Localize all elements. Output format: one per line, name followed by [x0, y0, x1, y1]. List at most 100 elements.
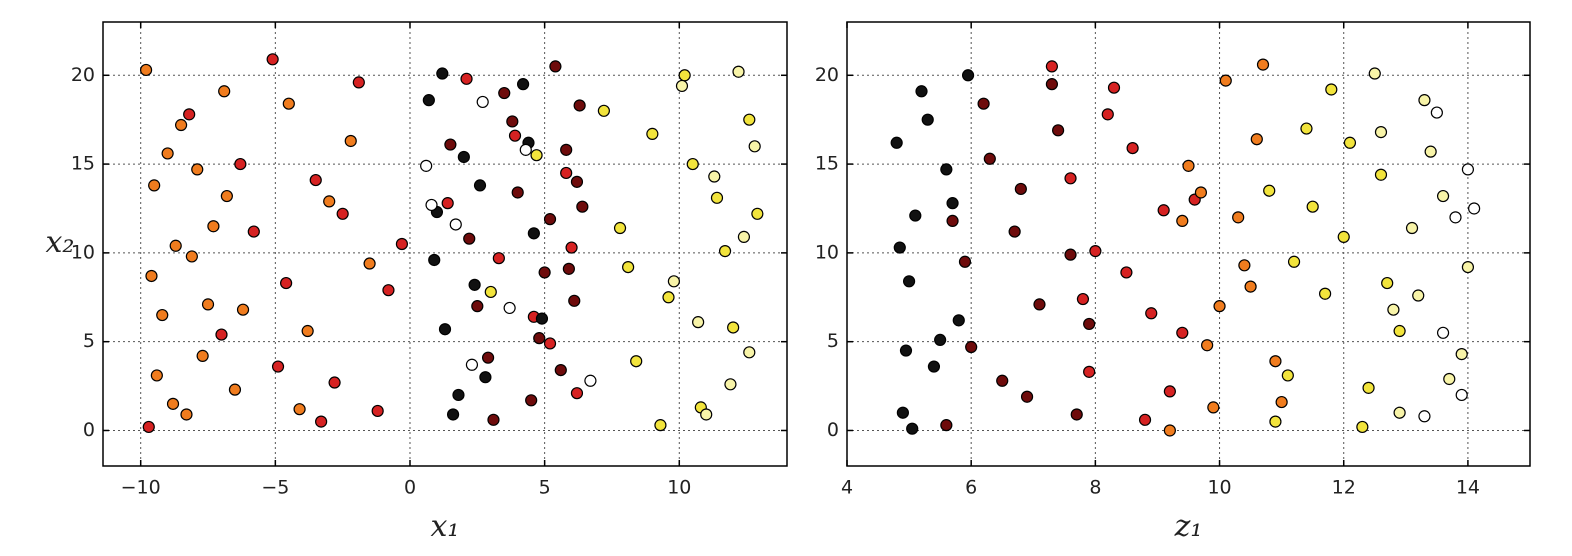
point — [236, 303, 250, 316]
point — [899, 344, 913, 357]
point — [145, 269, 158, 283]
y-tick-label: 0 — [827, 419, 839, 441]
point — [484, 285, 497, 299]
point — [516, 78, 530, 91]
point — [1163, 424, 1176, 437]
point — [724, 378, 737, 391]
x-tick-label: 8 — [1089, 477, 1101, 499]
plot-frame — [846, 21, 1531, 467]
point — [508, 129, 522, 142]
point — [1368, 67, 1381, 80]
point — [438, 323, 452, 336]
point — [921, 113, 934, 126]
point — [382, 284, 395, 297]
point — [1306, 200, 1319, 213]
point — [535, 312, 549, 325]
point — [1461, 260, 1475, 274]
point — [1405, 221, 1419, 235]
point — [554, 363, 567, 377]
point — [1269, 355, 1282, 368]
point — [1207, 401, 1220, 414]
point — [280, 276, 293, 290]
point — [506, 115, 519, 128]
point — [446, 408, 460, 421]
point — [468, 278, 481, 291]
point — [1263, 184, 1276, 197]
x-tick-label: 5 — [539, 477, 551, 499]
point — [228, 383, 242, 396]
point — [1120, 266, 1133, 279]
point — [1256, 58, 1270, 71]
point — [1356, 420, 1369, 434]
x-tick-label: 10 — [667, 477, 691, 499]
y-tick-label: 15 — [815, 153, 839, 175]
point — [958, 255, 972, 268]
point — [444, 138, 457, 151]
point — [196, 349, 209, 362]
point — [909, 209, 922, 222]
point — [560, 166, 573, 180]
point — [538, 266, 551, 279]
point — [893, 241, 906, 254]
point — [371, 404, 384, 418]
x-tick-label: 4 — [841, 477, 853, 499]
point — [180, 408, 193, 421]
point — [686, 157, 699, 171]
point — [1468, 202, 1481, 215]
point — [1070, 408, 1083, 421]
point — [1020, 390, 1034, 403]
point — [1381, 276, 1394, 290]
point — [622, 260, 635, 274]
plot-frame — [102, 21, 788, 467]
point — [1045, 78, 1059, 91]
y-tick-label: 10 — [71, 241, 95, 263]
point — [218, 85, 231, 98]
point — [1107, 81, 1121, 94]
point — [946, 214, 959, 228]
point — [207, 220, 220, 233]
point — [692, 316, 705, 329]
point — [1387, 303, 1400, 316]
point — [543, 337, 557, 350]
point — [148, 179, 161, 192]
y-tick-label: 5 — [83, 330, 95, 352]
x-axis-label: x₁ — [431, 509, 460, 544]
point — [1232, 211, 1245, 224]
point — [1083, 317, 1096, 331]
point — [1008, 225, 1021, 238]
point — [1138, 413, 1152, 426]
point — [441, 197, 454, 210]
point — [543, 213, 557, 226]
point — [940, 419, 953, 432]
point — [1194, 186, 1208, 199]
point — [1430, 106, 1443, 119]
point — [630, 355, 643, 368]
point — [1101, 108, 1114, 121]
point — [328, 376, 341, 389]
point — [613, 221, 627, 235]
x-axis-label: z₁ — [1174, 509, 1203, 544]
point — [1325, 83, 1338, 96]
point — [952, 314, 965, 327]
point — [234, 157, 247, 171]
point — [961, 69, 975, 82]
point — [1126, 141, 1139, 155]
point — [344, 134, 357, 148]
point — [906, 422, 919, 435]
point — [708, 170, 721, 183]
point — [1436, 326, 1450, 339]
point — [549, 60, 562, 73]
point — [570, 387, 584, 400]
point — [1201, 339, 1214, 352]
point — [560, 143, 573, 156]
point — [597, 104, 610, 117]
point — [220, 189, 233, 203]
y-axis-label: x₂ — [46, 225, 75, 260]
point — [323, 195, 336, 208]
point — [1089, 245, 1102, 258]
x-tick-label: 14 — [1456, 477, 1480, 499]
point — [1269, 415, 1282, 428]
point — [271, 360, 285, 373]
point — [533, 332, 546, 345]
point — [940, 163, 953, 176]
